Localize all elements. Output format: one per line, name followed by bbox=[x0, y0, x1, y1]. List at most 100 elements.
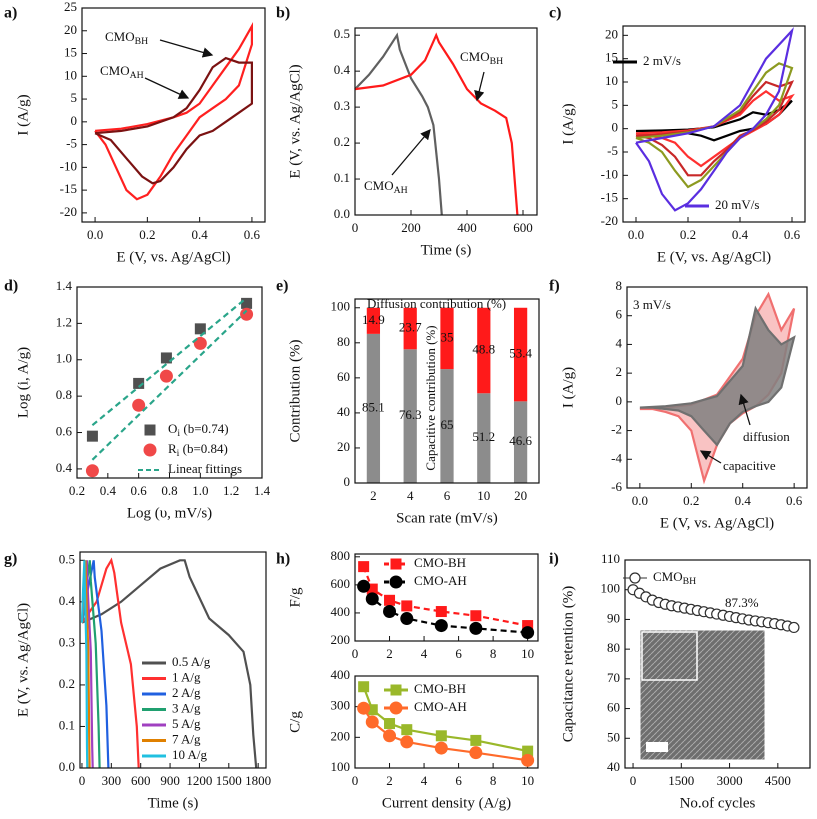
y-axis-label: I (A/g) bbox=[15, 94, 31, 135]
legend-label: CMO-AH bbox=[414, 699, 467, 714]
x-tick-label: 4 bbox=[407, 488, 414, 503]
marker bbox=[358, 561, 370, 573]
y-tick-label: -10 bbox=[601, 166, 618, 181]
curve bbox=[81, 559, 258, 769]
value-label: 23.7 bbox=[399, 320, 422, 335]
y-tick-label: 0.2 bbox=[59, 676, 75, 691]
value-label: 14.9 bbox=[362, 312, 385, 327]
annotation: capacitive bbox=[723, 458, 776, 473]
y-tick-label: 20 bbox=[605, 26, 618, 41]
curve bbox=[81, 557, 140, 769]
x-tick-label: 6 bbox=[455, 646, 462, 661]
y-tick-label: 5 bbox=[71, 90, 78, 105]
marker bbox=[85, 464, 99, 478]
marker bbox=[470, 610, 482, 622]
value-label: 53.4 bbox=[509, 346, 532, 361]
legend-label-part: CMO bbox=[460, 49, 490, 64]
y-tick-label: 0 bbox=[616, 393, 623, 408]
legend-label: CMO-BH bbox=[414, 555, 466, 570]
y-tick-label: -5 bbox=[607, 143, 618, 158]
legend-label-part: i bbox=[177, 428, 180, 439]
y-axis-label: Capacitance retention (%) bbox=[560, 586, 576, 743]
y-tick-label: 0 bbox=[71, 113, 78, 128]
x-tick-label: 200 bbox=[401, 220, 421, 235]
annotation: 3 mV/s bbox=[633, 297, 671, 312]
x-tick-label: 1.0 bbox=[192, 483, 208, 498]
y-tick-label: 0.5 bbox=[59, 551, 75, 566]
legend-label-part: AH bbox=[130, 70, 144, 81]
marker bbox=[469, 746, 483, 760]
legend-label: CMOAH bbox=[364, 178, 408, 196]
x-tick-label: 0 bbox=[352, 773, 359, 788]
legend-label-part: O bbox=[168, 421, 177, 436]
panel-label: b) bbox=[276, 5, 290, 22]
annotation: diffusion bbox=[743, 429, 790, 444]
curve bbox=[635, 62, 794, 189]
panel-label: d) bbox=[4, 278, 18, 295]
legend-label-part: CMO bbox=[100, 63, 130, 78]
marker bbox=[133, 377, 145, 389]
marker bbox=[365, 592, 379, 606]
plot-frame bbox=[622, 25, 806, 223]
x-tick-label: 20 bbox=[514, 488, 527, 503]
bar-segment bbox=[403, 307, 417, 350]
y-tick-label: 0.3 bbox=[334, 98, 350, 113]
curve bbox=[94, 22, 253, 201]
x-axis-label: No.of cycles bbox=[680, 795, 756, 811]
panel-label: f) bbox=[549, 278, 560, 295]
x-tick-label: 10 bbox=[477, 488, 490, 503]
plot-frame bbox=[354, 675, 539, 769]
x-tick-label: 0 bbox=[352, 220, 359, 235]
value-label: 35 bbox=[441, 329, 454, 344]
y-tick-label: 0.4 bbox=[59, 593, 76, 608]
y-tick-label: 400 bbox=[331, 604, 351, 619]
x-tick-label: 4 bbox=[421, 773, 428, 788]
y-tick-label: 40 bbox=[337, 404, 350, 419]
x-tick-label: 0.6 bbox=[244, 227, 261, 242]
plot-frame bbox=[626, 286, 808, 489]
marker bbox=[389, 701, 403, 715]
x-tick-label: 6 bbox=[444, 488, 451, 503]
y-tick-label: 2 bbox=[616, 364, 623, 379]
legend-label-part: R bbox=[168, 441, 177, 456]
y-tick-label: 0 bbox=[612, 120, 619, 135]
x-axis-label: E (V, vs. Ag/AgCl) bbox=[660, 515, 774, 531]
marker bbox=[144, 424, 156, 436]
x-tick-label: 4 bbox=[421, 646, 428, 661]
sem-image bbox=[639, 629, 766, 761]
marker bbox=[401, 600, 413, 612]
y-tick-label: 0.4 bbox=[56, 460, 73, 475]
y-tick-label: -4 bbox=[611, 450, 622, 465]
marker bbox=[521, 753, 535, 767]
y-tick-label: -15 bbox=[60, 181, 77, 196]
x-tick-label: 900 bbox=[160, 773, 180, 788]
x-tick-label: 1500 bbox=[668, 773, 694, 788]
x-tick-label: 10 bbox=[521, 773, 534, 788]
legend-label-part: CMO bbox=[653, 569, 683, 584]
y-axis-label: I (A/g) bbox=[560, 103, 576, 144]
y-tick-label: 200 bbox=[331, 728, 351, 743]
y-tick-label: 10 bbox=[605, 73, 618, 88]
marker bbox=[469, 621, 483, 635]
value-label: 51.2 bbox=[472, 429, 495, 444]
y-tick-label: 0.8 bbox=[56, 387, 72, 402]
plot-frame bbox=[76, 286, 263, 479]
x-tick-label: 0.0 bbox=[628, 227, 644, 242]
legend-label: CMOBH bbox=[460, 49, 503, 67]
marker bbox=[383, 729, 397, 743]
x-tick-label: 0.2 bbox=[69, 483, 85, 498]
panel-label: h) bbox=[276, 551, 290, 568]
plot-frame bbox=[79, 551, 267, 769]
y-tick-label: 200 bbox=[331, 632, 351, 647]
x-tick-label: 1.2 bbox=[223, 483, 239, 498]
x-axis-label: Time (s) bbox=[148, 795, 199, 811]
x-tick-label: 1200 bbox=[186, 773, 212, 788]
legend-label: 0.5 A/g bbox=[172, 654, 211, 669]
y-tick-label: 100 bbox=[331, 299, 351, 314]
x-axis-label: E (V, vs. Ag/AgCl) bbox=[116, 249, 230, 265]
x-tick-label: 400 bbox=[457, 220, 477, 235]
legend-label-part: (b=0.74) bbox=[180, 421, 229, 436]
value-label: 76.3 bbox=[399, 407, 422, 422]
y-axis-label: C/g bbox=[287, 711, 303, 733]
arrow bbox=[699, 450, 722, 464]
